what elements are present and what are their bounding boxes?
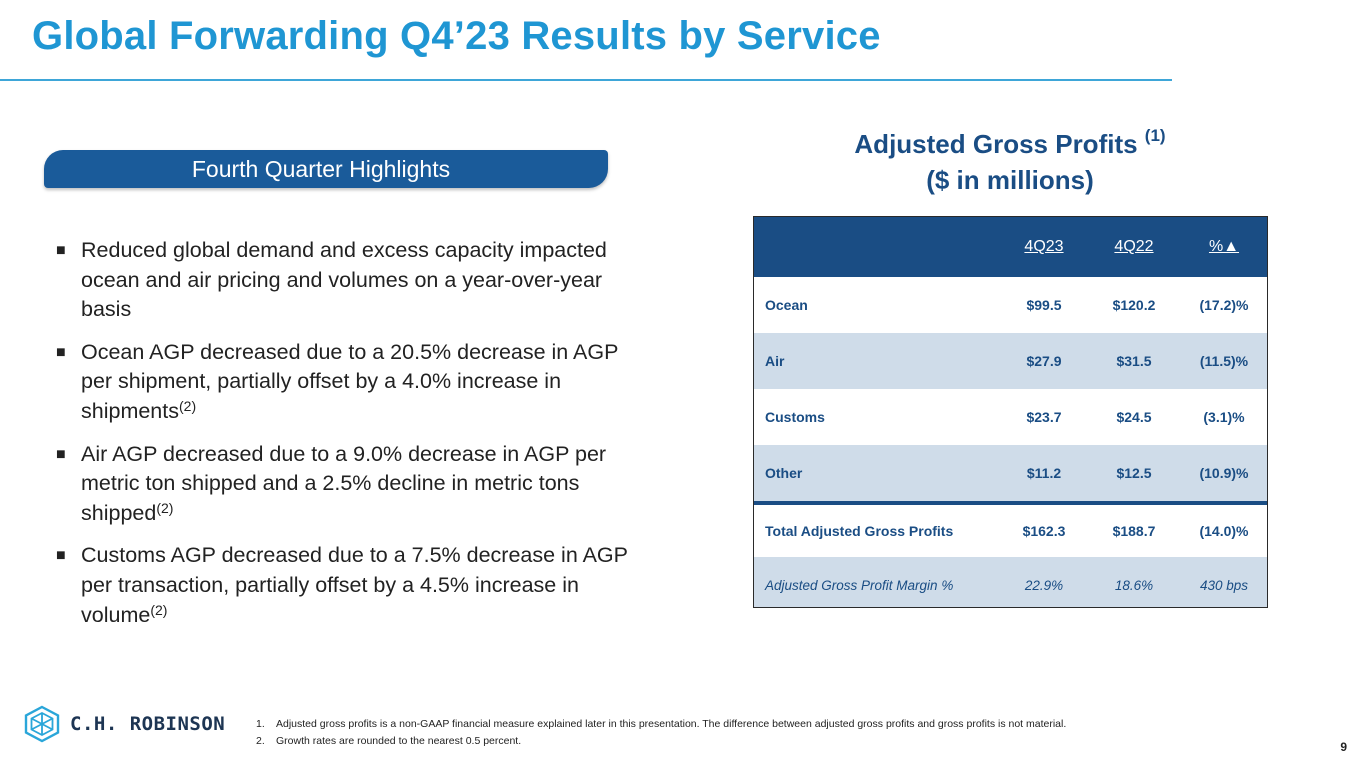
table-row: Ocean $99.5 $120.2 (17.2)%	[754, 277, 1267, 333]
bullet-square-icon: ■	[56, 547, 66, 565]
row-label: Other	[765, 465, 803, 481]
cell-4q22: $24.5	[1116, 409, 1152, 425]
cell-change: 430 bps	[1199, 577, 1249, 593]
footnotes: 1. Adjusted gross profits is a non-GAAP …	[256, 716, 1066, 750]
cell-4q22: $12.5	[1116, 465, 1152, 481]
highlight-item: ■ Air AGP decreased due to a 9.0% decrea…	[56, 440, 636, 529]
footnote-ref: (1)	[1144, 126, 1166, 145]
page-number: 9	[1340, 740, 1347, 754]
cell-4q23: $99.5	[1026, 297, 1062, 313]
highlight-item: ■ Reduced global demand and excess capac…	[56, 236, 636, 325]
highlight-text: Ocean AGP decreased due to a 20.5% decre…	[81, 339, 619, 423]
table-row-total: Total Adjusted Gross Profits $162.3 $188…	[754, 501, 1267, 557]
column-header-4q23: 4Q23	[1024, 238, 1064, 255]
footnote-number: 1.	[256, 718, 265, 730]
cell-4q23: $23.7	[1026, 409, 1062, 425]
cell-4q22: $188.7	[1112, 523, 1156, 539]
footnote-text: Adjusted gross profits is a non-GAAP fin…	[276, 718, 1067, 730]
cell-4q22: $120.2	[1112, 297, 1156, 313]
bullet-square-icon: ■	[56, 445, 66, 463]
cell-change: (10.9)%	[1199, 465, 1249, 481]
cell-change: (14.0)%	[1199, 523, 1249, 539]
table-header-row: 4Q23 4Q22 %▲	[754, 217, 1267, 277]
footnote: 2. Growth rates are rounded to the neare…	[256, 733, 1066, 750]
table-row: Air $27.9 $31.5 (11.5)%	[754, 333, 1267, 389]
cell-4q23: $162.3	[1022, 523, 1066, 539]
column-header-4q22: 4Q22	[1114, 238, 1154, 255]
cell-change: (11.5)%	[1199, 353, 1249, 369]
slide-title: Global Forwarding Q4’23 Results by Servi…	[32, 14, 881, 58]
highlight-item: ■ Ocean AGP decreased due to a 20.5% dec…	[56, 338, 636, 427]
agp-table: 4Q23 4Q22 %▲ Ocean $99.5 $120.2 (17.2)% …	[753, 216, 1268, 608]
cell-change: (17.2)%	[1199, 297, 1249, 313]
table-row: Customs $23.7 $24.5 (3.1)%	[754, 389, 1267, 445]
logo-wordmark: C.H. ROBINSON	[70, 713, 226, 735]
title-divider	[0, 79, 1172, 81]
agp-table-title: Adjusted Gross Profits (1) ($ in million…	[760, 126, 1260, 198]
highlight-text: Customs AGP decreased due to a 7.5% decr…	[81, 543, 628, 627]
highlight-text: Reduced global demand and excess capacit…	[81, 238, 607, 322]
row-label: Total Adjusted Gross Profits	[765, 523, 954, 539]
highlight-text: Air AGP decreased due to a 9.0% decrease…	[81, 441, 607, 525]
footnote-ref: (2)	[179, 397, 197, 414]
row-label: Customs	[765, 409, 825, 425]
cell-4q22: 18.6%	[1114, 577, 1154, 593]
highlight-item: ■ Customs AGP decreased due to a 7.5% de…	[56, 541, 636, 630]
highlights-banner-label: Fourth Quarter Highlights	[191, 155, 451, 182]
cell-4q23: 22.9%	[1024, 577, 1064, 593]
column-header-change: %▲	[1208, 238, 1240, 255]
bullet-square-icon: ■	[56, 242, 66, 259]
footnote-number: 2.	[256, 735, 265, 747]
agp-title-units: ($ in millions)	[926, 165, 1094, 195]
row-label: Air	[765, 353, 785, 369]
footnote-ref: (2)	[150, 601, 168, 618]
cell-4q23: $11.2	[1026, 465, 1062, 481]
footnote-text: Growth rates are rounded to the nearest …	[276, 735, 522, 747]
bullet-square-icon: ■	[56, 343, 66, 361]
highlights-banner: Fourth Quarter Highlights	[44, 150, 608, 188]
cell-4q23: $27.9	[1026, 353, 1062, 369]
footnote: 1. Adjusted gross profits is a non-GAAP …	[256, 716, 1066, 733]
row-label: Ocean	[765, 297, 808, 313]
cell-4q22: $31.5	[1116, 353, 1152, 369]
row-label: Adjusted Gross Profit Margin %	[765, 577, 954, 593]
table-row-margin: Adjusted Gross Profit Margin % 22.9% 18.…	[754, 557, 1267, 607]
agp-title-main: Adjusted Gross Profits	[854, 129, 1138, 159]
cube-logo-icon	[24, 705, 60, 743]
company-logo: C.H. ROBINSON	[24, 705, 225, 743]
footnote-ref: (2)	[156, 499, 174, 516]
table-row: Other $11.2 $12.5 (10.9)%	[754, 445, 1267, 501]
cell-change: (3.1)%	[1203, 409, 1245, 425]
highlights-list: ■ Reduced global demand and excess capac…	[56, 236, 636, 643]
